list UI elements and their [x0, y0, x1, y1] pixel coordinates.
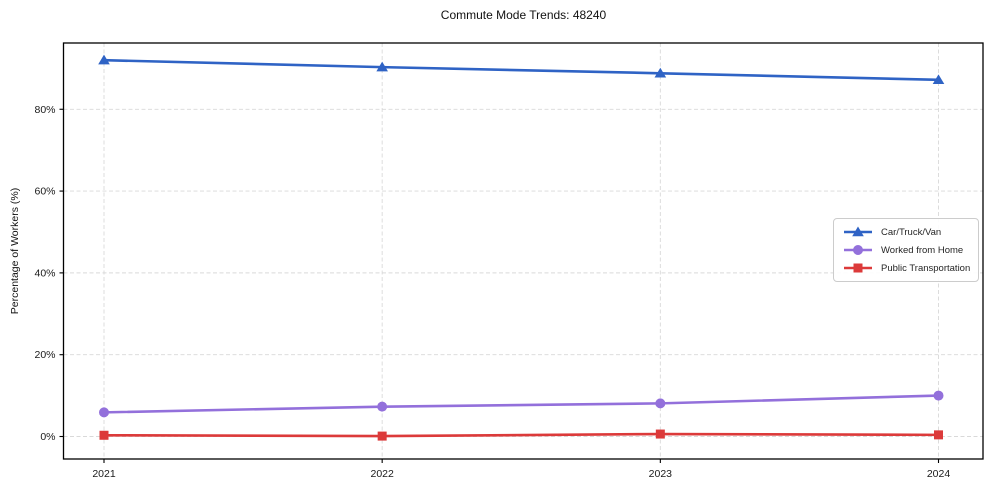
y-tick-label: 0%	[40, 431, 55, 443]
x-tick-label: 2022	[370, 468, 394, 480]
y-tick-label: 60%	[34, 186, 55, 198]
legend-item-public-transportation: Public Transportation	[842, 261, 970, 275]
car-truck-van-line-marker-icon	[844, 226, 872, 237]
legend-label-car-truck-van: Car/Truck/Van	[881, 226, 942, 238]
square-marker	[99, 430, 109, 440]
series-line	[102, 58, 940, 82]
x-tick-label: 2023	[649, 468, 673, 480]
worked-from-home-line-marker-icon	[844, 245, 872, 255]
series-line	[102, 394, 940, 414]
legend-item-car-truck-van: Car/Truck/Van	[842, 225, 970, 239]
circle-marker	[853, 245, 863, 255]
x-tick-label: 2021	[92, 468, 116, 480]
square-marker	[853, 263, 863, 273]
triangle-marker	[376, 61, 388, 72]
circle-marker	[933, 390, 944, 401]
public-transportation-line-marker-icon	[844, 263, 872, 273]
triangle-marker	[98, 54, 110, 65]
series-car-truck-van	[98, 54, 945, 85]
circle-marker	[655, 398, 666, 409]
y-tick-label: 80%	[34, 104, 55, 116]
square-marker	[655, 429, 665, 439]
circle-marker	[99, 407, 109, 418]
triangle-marker	[654, 67, 667, 78]
series-worked-from-home	[99, 390, 944, 418]
legend-item-worked-from-home: Worked from Home	[842, 243, 970, 257]
chart-title: Commute Mode Trends: 48240	[440, 8, 607, 22]
legend-label-public-transportation: Public Transportation	[881, 262, 971, 274]
y-tick-label: 40%	[34, 267, 55, 279]
x-tick-label: 2024	[927, 468, 951, 480]
plot-border	[62, 42, 984, 460]
legend-label-worked-from-home: Worked from Home	[881, 244, 964, 256]
y-tick-label: 20%	[34, 349, 55, 361]
series-line	[102, 432, 940, 438]
triangle-marker	[852, 226, 864, 237]
square-marker	[934, 430, 943, 440]
series-public-transportation	[99, 429, 943, 441]
triangle-marker	[932, 74, 945, 85]
circle-marker	[377, 401, 388, 412]
square-marker	[377, 431, 387, 441]
chart-legend: Car/Truck/Van Worked from Home Public Tr…	[833, 218, 979, 282]
